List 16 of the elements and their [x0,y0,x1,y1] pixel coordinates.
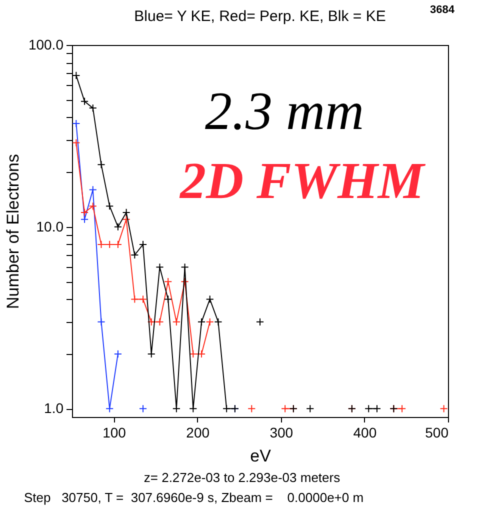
y-tick-label: 100.0 [28,36,64,52]
x-tick-label: 300 [270,424,294,440]
x-tick-label: 400 [353,424,377,440]
text: 3684 [430,4,454,16]
text: z= 2.272e-03 to 2.293e-03 meters [142,470,342,485]
x-axis-title: eV [250,446,272,466]
x-tick-label: 500 [425,424,449,440]
annotation: 2.3 mm [205,80,364,142]
text: Step 30750, T = 307.6960e-9 s, Zbeam = 0.0000e+0 m [24,490,364,505]
y-tick-label: 1.0 [44,400,64,416]
y-tick-label: 10.0 [36,218,64,234]
x-tick-label: 200 [186,424,210,440]
x-tick-label: 100 [102,424,126,440]
annotation: 2D FWHM [180,152,424,211]
y-axis-title: Number of Electrons [3,154,22,309]
chart-title: Blue= Y KE, Red= Perp. KE, Blk = KE [134,8,386,25]
